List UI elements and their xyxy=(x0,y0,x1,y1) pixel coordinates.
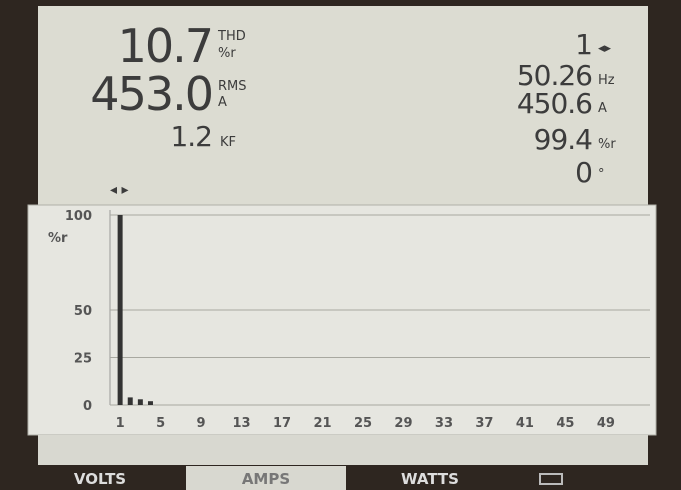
readings-panel xyxy=(38,6,648,221)
angle-value: 0 xyxy=(575,156,592,189)
x-tick-label: 37 xyxy=(475,416,493,431)
chart-panel xyxy=(27,204,657,436)
bar xyxy=(147,401,153,405)
cursor-arrows: ◂ ▸ xyxy=(110,182,129,198)
x-tick-label: 17 xyxy=(273,416,291,431)
thd-unit: %r xyxy=(218,46,236,61)
x-tick-label: 33 xyxy=(435,416,453,431)
y-unit: %r xyxy=(48,231,68,246)
x-tick-label: 9 xyxy=(197,416,206,431)
tab[interactable]: AMPS xyxy=(242,470,290,488)
kf-value: 1.2 xyxy=(170,120,212,153)
x-tick-label: 45 xyxy=(556,416,574,431)
y-tick-label: 100 xyxy=(65,209,92,224)
y-tick-label: 50 xyxy=(74,304,92,319)
fund-unit: %r xyxy=(598,137,616,152)
phase-value: 1 xyxy=(575,28,592,61)
angle-unit: ° xyxy=(598,167,605,182)
phase-arrows: ◂▸ xyxy=(598,41,612,56)
x-tick-label: 49 xyxy=(597,416,615,431)
bar xyxy=(137,399,143,405)
y-tick-label: 25 xyxy=(74,352,92,367)
plot: 0 25 50 100 1 5 9 13 17 21 25 29 33 37 41 45 49 xyxy=(65,209,650,431)
freq-unit: Hz xyxy=(598,73,615,88)
x-tick-label: 5 xyxy=(156,416,165,431)
status-strip xyxy=(38,435,648,465)
current-unit: A xyxy=(598,101,607,116)
kf-unit: KF xyxy=(220,135,236,150)
x-tick-label: 1 xyxy=(116,416,125,431)
x-tick-label: 13 xyxy=(233,416,251,431)
tab-selected-bg xyxy=(186,466,346,490)
tab[interactable]: WATTS xyxy=(401,470,459,488)
rms-label: RMS xyxy=(218,79,247,94)
current-value: 450.6 xyxy=(517,87,592,120)
x-tick-label: 41 xyxy=(516,416,534,431)
freq-value: 50.26 xyxy=(517,59,592,92)
rms-unit: A xyxy=(218,95,227,110)
thd-label: THD xyxy=(217,29,246,44)
thd-value: 10.7 xyxy=(118,19,212,73)
bar xyxy=(127,397,133,405)
battery-icon xyxy=(539,473,563,485)
y-tick-label: 0 xyxy=(83,399,92,414)
tab[interactable]: VOLTS xyxy=(74,470,126,488)
x-tick-label: 21 xyxy=(313,416,331,431)
x-tick-label: 25 xyxy=(354,416,372,431)
x-tick-label: 29 xyxy=(394,416,412,431)
fund-value: 99.4 xyxy=(534,123,593,156)
bar xyxy=(117,215,123,405)
rms-value: 453.0 xyxy=(90,67,212,121)
